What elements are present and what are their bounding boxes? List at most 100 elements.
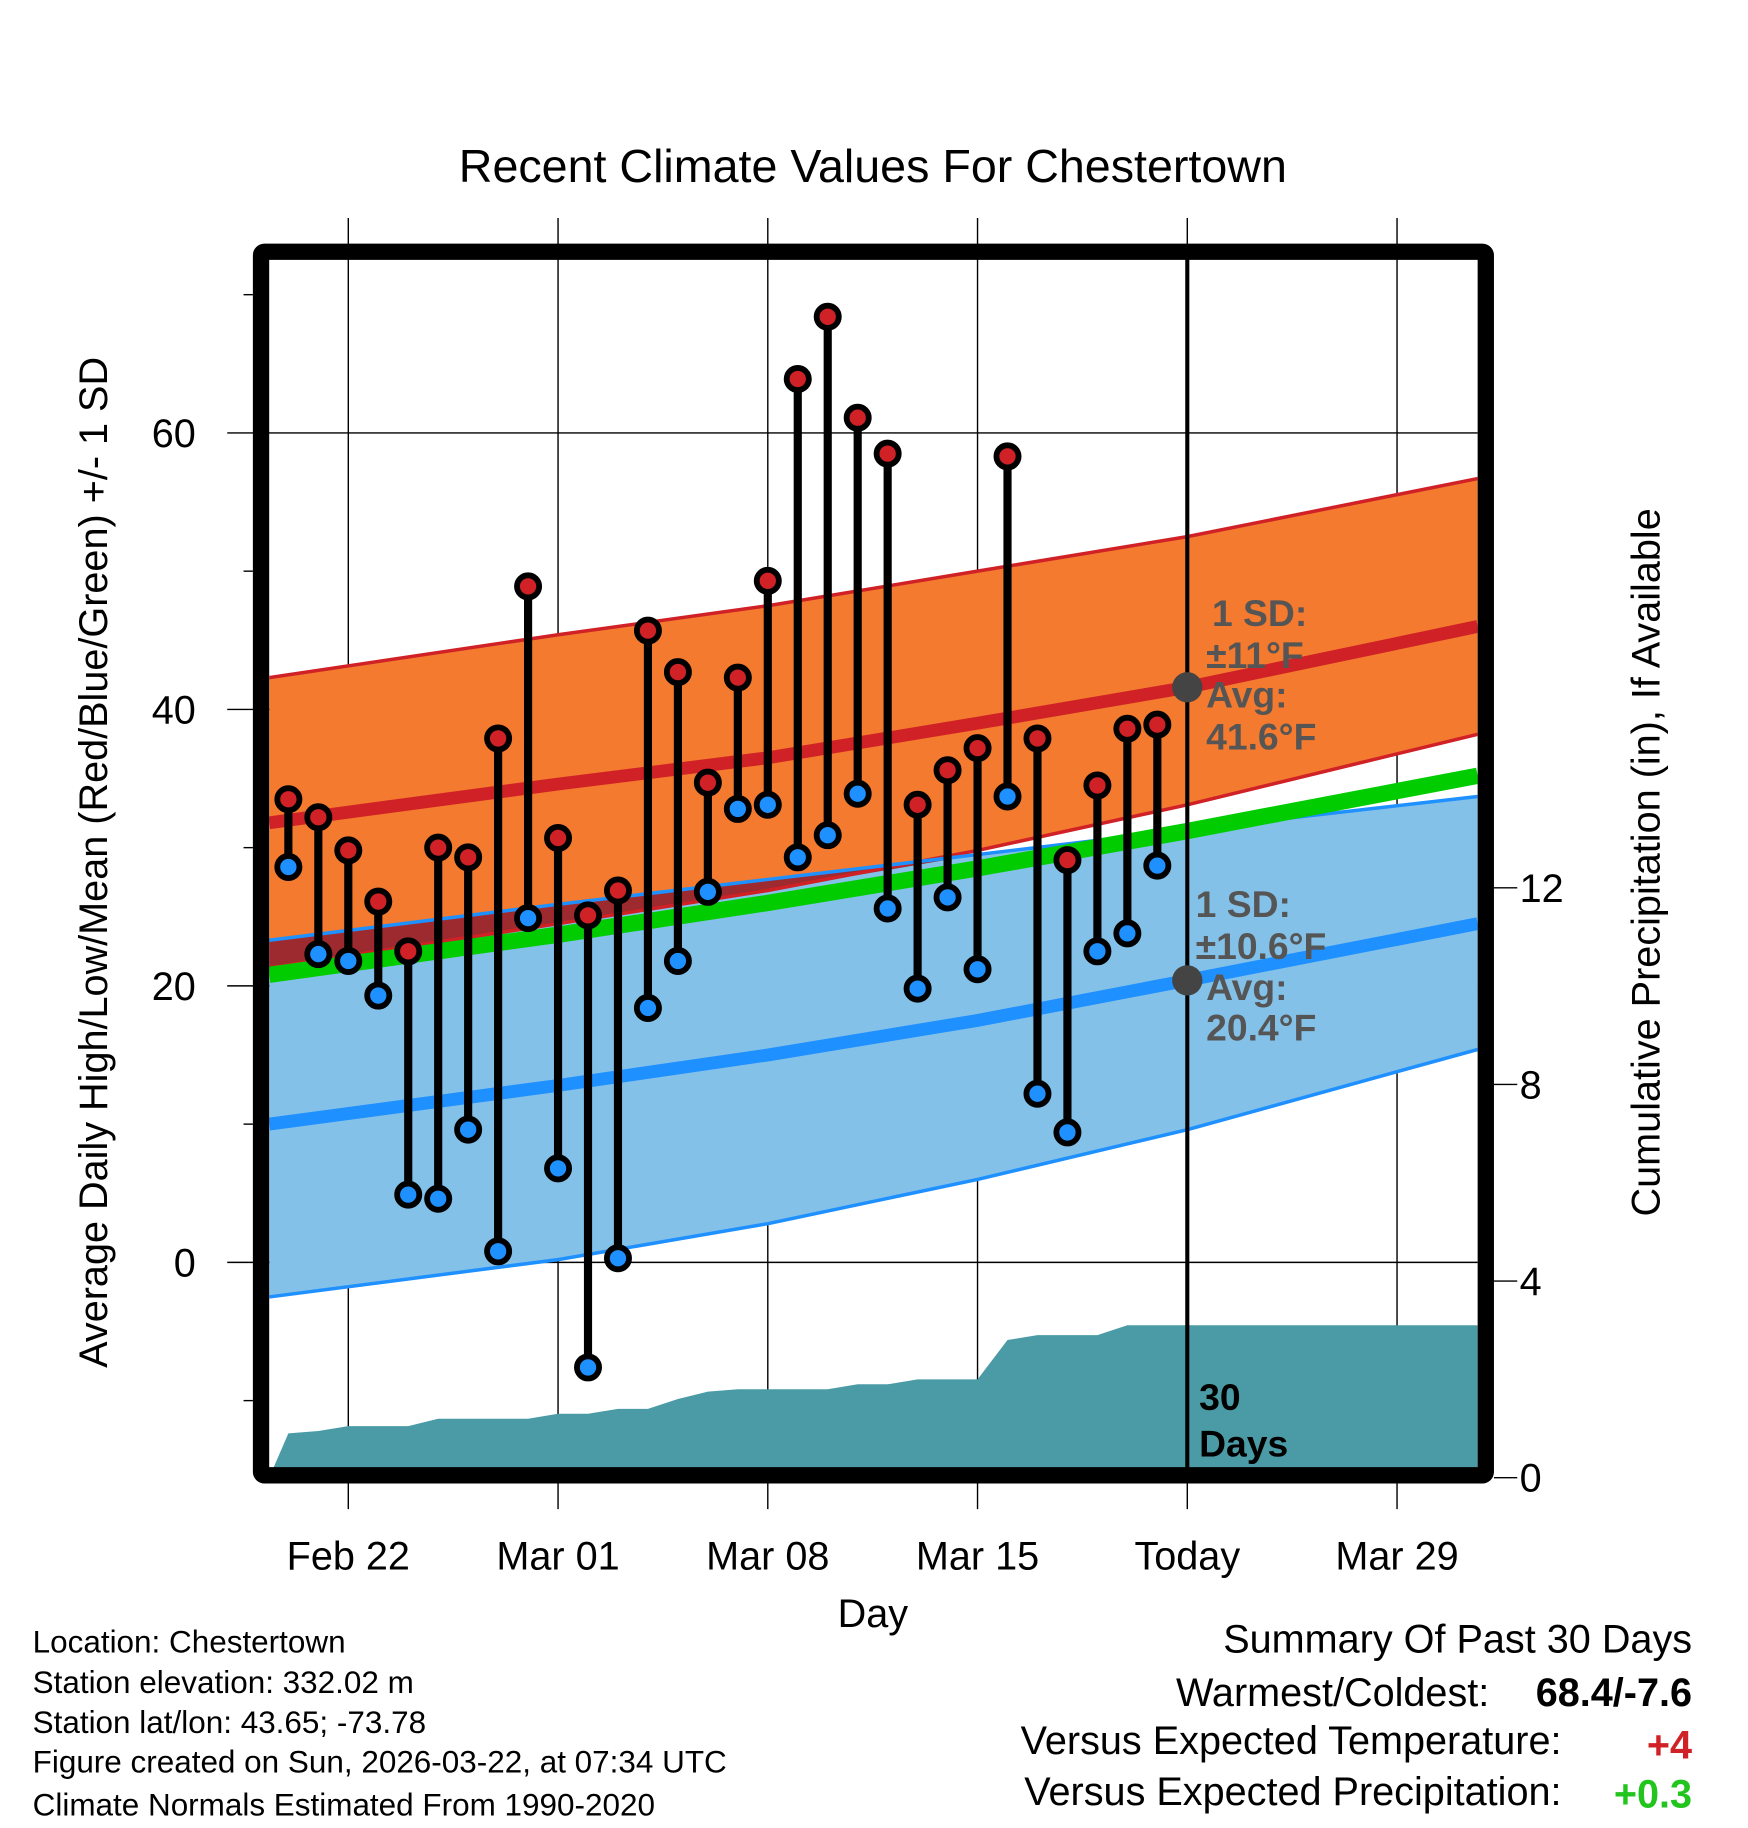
daily-low-point bbox=[424, 1184, 453, 1213]
daily-high-point bbox=[484, 724, 513, 753]
elevation-text: Station elevation: 332.02 m bbox=[33, 1665, 414, 1700]
high-upper-line bbox=[269, 476, 1478, 680]
low-sd-annotation: Avg: bbox=[1206, 966, 1287, 1008]
daily-low-point bbox=[723, 794, 752, 823]
y2-tick-label: 4 bbox=[1520, 1260, 1542, 1304]
x-tick-label: Today bbox=[1134, 1535, 1240, 1579]
low-lower-line bbox=[269, 1047, 1478, 1299]
precip-value: +0.3 bbox=[1614, 1772, 1692, 1816]
daily-high-point bbox=[514, 572, 543, 601]
y-axis-label: Average Daily High/Low/Mean (Red/Blue/Gr… bbox=[72, 357, 116, 1368]
daily-high-point bbox=[454, 843, 483, 872]
low-mean-line bbox=[269, 917, 1478, 1131]
daily-high-point bbox=[394, 937, 423, 966]
daily-low-point bbox=[843, 779, 872, 808]
temp-label: Versus Expected Temperature: bbox=[1021, 1719, 1562, 1763]
x-tick-label: Feb 22 bbox=[287, 1535, 410, 1579]
daily-high-point bbox=[274, 785, 303, 814]
axes: Feb 22 Mar 01 Mar 08 Mar 15 Today Mar 2902040… bbox=[152, 293, 1564, 1579]
daily-low-point bbox=[1083, 937, 1112, 966]
today-high-avg-marker bbox=[1172, 672, 1203, 703]
latlon-text: Station lat/lon: 43.65; -73.78 bbox=[33, 1705, 426, 1740]
daily-high-point bbox=[723, 663, 752, 692]
daily-high-point bbox=[1023, 724, 1052, 753]
temp-value: +4 bbox=[1647, 1724, 1692, 1768]
location-text: Location: Chestertown bbox=[33, 1624, 346, 1659]
daily-low-point bbox=[1143, 851, 1172, 880]
daily-low-point bbox=[574, 1353, 602, 1382]
daily-low-point bbox=[1023, 1079, 1052, 1108]
daily-low-point bbox=[514, 904, 543, 933]
station-info: Location: Chestertown Station elevation:… bbox=[33, 1624, 727, 1822]
daily-high-point bbox=[693, 768, 722, 797]
high-sd-band bbox=[269, 478, 1478, 968]
mean-line bbox=[269, 767, 1478, 983]
daily-low-point bbox=[633, 994, 662, 1022]
daily-low-point bbox=[484, 1237, 513, 1266]
high-sd-annotation: 1 SD: bbox=[1212, 592, 1307, 634]
high-sd-annotation: 41.6°F bbox=[1206, 715, 1316, 757]
daily-bars bbox=[274, 302, 1172, 1382]
daily-low-point bbox=[334, 947, 363, 975]
high-sd-annotation: Avg: bbox=[1206, 673, 1287, 715]
daily-high-point bbox=[1113, 714, 1142, 743]
y-tick-label: 40 bbox=[152, 688, 196, 732]
daily-low-point bbox=[873, 894, 902, 923]
daily-low-point bbox=[454, 1115, 483, 1144]
daily-high-point bbox=[1083, 771, 1112, 800]
daily-high-point bbox=[544, 823, 573, 852]
daily-high-point bbox=[364, 887, 393, 916]
y2-axis-label: Cumulative Precipitation (in), If Availa… bbox=[1624, 508, 1668, 1216]
summary-title: Summary Of Past 30 Days bbox=[1223, 1617, 1692, 1661]
window-annotation: 30 bbox=[1199, 1376, 1240, 1418]
low-sd-annotation: ±10.6°F bbox=[1196, 925, 1327, 967]
daily-high-point bbox=[783, 365, 812, 393]
precip-label: Versus Expected Precipitation: bbox=[1024, 1770, 1561, 1814]
x-axis-label: Day bbox=[838, 1592, 909, 1636]
y2-tick-label: 8 bbox=[1520, 1063, 1542, 1107]
daily-high-point bbox=[334, 836, 363, 865]
daily-high-point bbox=[873, 439, 902, 468]
y2-tick-label: 12 bbox=[1520, 867, 1564, 911]
daily-low-point bbox=[274, 853, 303, 881]
chart-title: Recent Climate Values For Chestertown bbox=[459, 140, 1287, 192]
daily-high-point bbox=[424, 833, 453, 862]
summary-panel: Summary Of Past 30 Days Warmest/Coldest:… bbox=[1021, 1617, 1692, 1816]
high-sd-annotation: ±11°F bbox=[1206, 634, 1304, 676]
low-sd-annotation: 1 SD: bbox=[1196, 883, 1291, 925]
daily-low-point bbox=[813, 821, 842, 850]
daily-low-point bbox=[903, 974, 932, 1003]
y-tick-label: 20 bbox=[152, 965, 196, 1009]
daily-low-point bbox=[603, 1244, 632, 1273]
y2-tick-label: 0 bbox=[1520, 1457, 1542, 1501]
high-lower-line bbox=[269, 732, 1478, 970]
precip-area-fill bbox=[273, 1325, 1478, 1469]
warmest-label: Warmest/Coldest: bbox=[1176, 1671, 1489, 1715]
daily-low-point bbox=[663, 947, 692, 975]
daily-high-point bbox=[963, 734, 992, 763]
daily-high-point bbox=[633, 616, 662, 645]
daily-high-point bbox=[753, 566, 782, 595]
daily-low-point bbox=[1053, 1118, 1082, 1147]
daily-low-point bbox=[753, 790, 782, 819]
daily-high-point bbox=[1053, 846, 1082, 875]
daily-low-point bbox=[993, 782, 1022, 811]
normals-text: Climate Normals Estimated From 1990-2020 bbox=[33, 1788, 655, 1823]
x-tick-label: Mar 15 bbox=[916, 1535, 1039, 1579]
warmest-value: 68.4/-7.6 bbox=[1536, 1671, 1692, 1715]
daily-high-point bbox=[933, 756, 962, 785]
y-tick-label: 0 bbox=[174, 1241, 196, 1285]
x-tick-label: Mar 01 bbox=[496, 1535, 619, 1579]
window-annotation: Days bbox=[1199, 1423, 1288, 1465]
x-tick-label: Mar 29 bbox=[1335, 1535, 1458, 1579]
high-mean-line bbox=[269, 620, 1478, 830]
daily-low-point bbox=[394, 1180, 423, 1209]
daily-high-point bbox=[843, 403, 872, 432]
daily-high-point bbox=[1143, 710, 1172, 739]
daily-high-point bbox=[574, 901, 602, 930]
created-text: Figure created on Sun, 2026-03-22, at 07… bbox=[33, 1745, 727, 1780]
daily-low-point bbox=[693, 877, 722, 906]
daily-low-point bbox=[304, 940, 333, 969]
